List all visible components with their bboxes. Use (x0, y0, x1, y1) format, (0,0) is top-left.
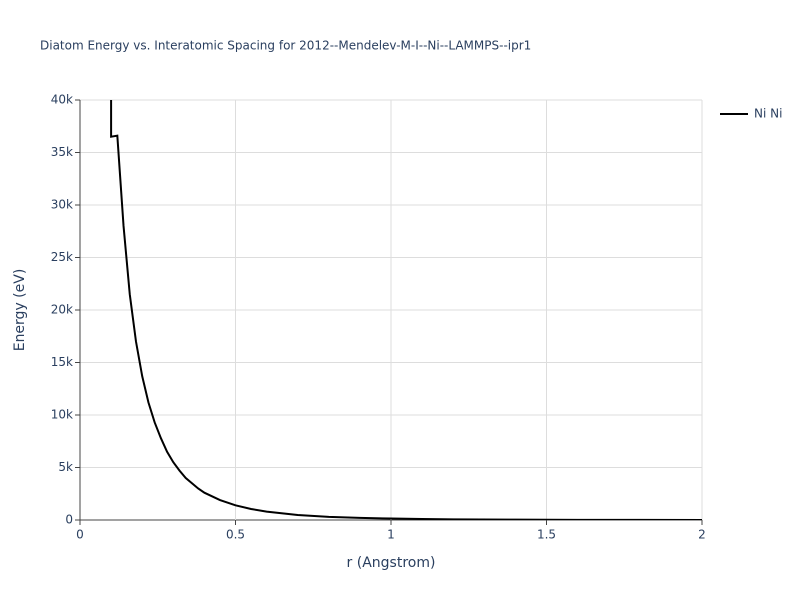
chart-title: Diatom Energy vs. Interatomic Spacing fo… (40, 39, 531, 53)
x-axis-title: r (Angstrom) (347, 555, 436, 571)
data-line (110, 100, 702, 520)
x-tick-label: 2 (698, 528, 706, 542)
y-tick-label: 35k (51, 145, 73, 159)
y-tick-label: 40k (51, 93, 73, 107)
x-tick-label: 1 (387, 528, 395, 542)
x-tick-label: 1.5 (537, 528, 556, 542)
plot-area (110, 100, 702, 520)
y-tick-label: 25k (51, 250, 73, 264)
y-tick-label: 0 (65, 513, 73, 527)
x-tick-label: 0 (76, 528, 84, 542)
grid: 0 5k 10k 15k 20k 25k 30k 35k 40k 0 0.5 1 1.5 2 (51, 93, 706, 542)
legend: Ni Ni (720, 107, 782, 121)
y-tick-label: 30k (51, 198, 73, 212)
legend-label: Ni Ni (754, 107, 782, 121)
y-tick-label: 10k (51, 408, 73, 422)
x-tick-label: 0.5 (226, 528, 245, 542)
y-tick-label: 15k (51, 355, 73, 369)
y-tick-label: 20k (51, 303, 73, 317)
y-axis-title: Energy (eV) (12, 269, 28, 352)
y-tick-label: 5k (58, 460, 73, 474)
